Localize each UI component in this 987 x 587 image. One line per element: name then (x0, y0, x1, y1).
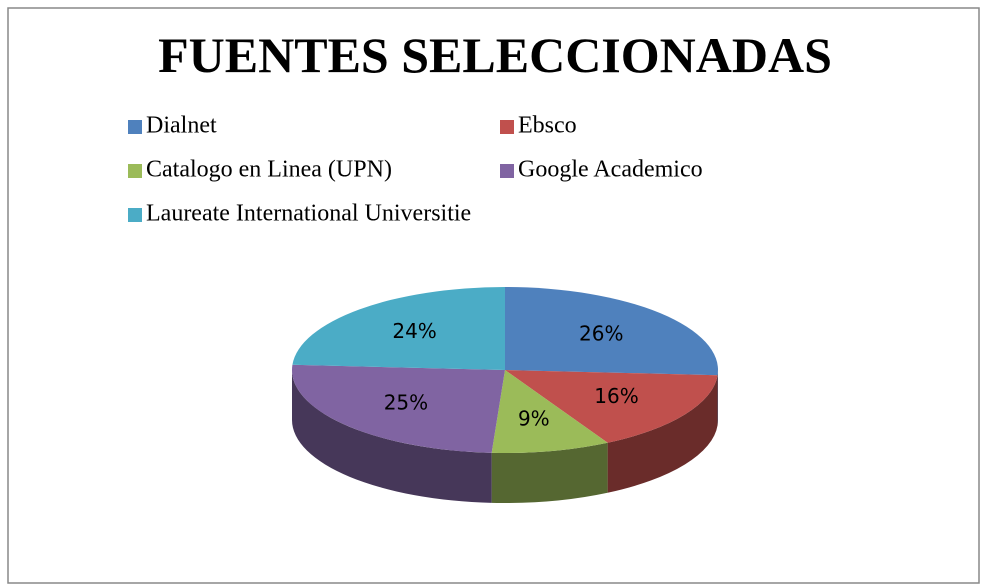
pie-slice (291, 364, 505, 453)
data-label: 9% (518, 407, 550, 431)
legend-label: Google Academico (518, 157, 703, 183)
legend-swatch (128, 164, 142, 178)
pie-slice (292, 287, 505, 370)
pie-slice (505, 370, 718, 443)
legend-swatch (128, 208, 142, 222)
legend-label: Dialnet (146, 113, 217, 139)
legend-label: Catalogo en Linea (UPN) (146, 157, 392, 183)
data-label: 26% (579, 321, 623, 345)
data-label: 24% (392, 319, 436, 343)
legend-swatch (500, 164, 514, 178)
legend-swatch (500, 120, 514, 134)
data-label: 16% (594, 384, 638, 408)
legend-swatch (128, 120, 142, 134)
pie-slice (491, 370, 608, 453)
pie-slice (505, 287, 719, 376)
data-label: 25% (384, 391, 428, 415)
pie-side (292, 370, 492, 503)
legend-label: Laureate International Universitie (146, 201, 471, 227)
pie-side (491, 442, 608, 503)
chart-title: FUENTES SELECCIONADAS (158, 27, 832, 83)
pie-side (607, 375, 718, 493)
legend-label: Ebsco (518, 113, 577, 139)
